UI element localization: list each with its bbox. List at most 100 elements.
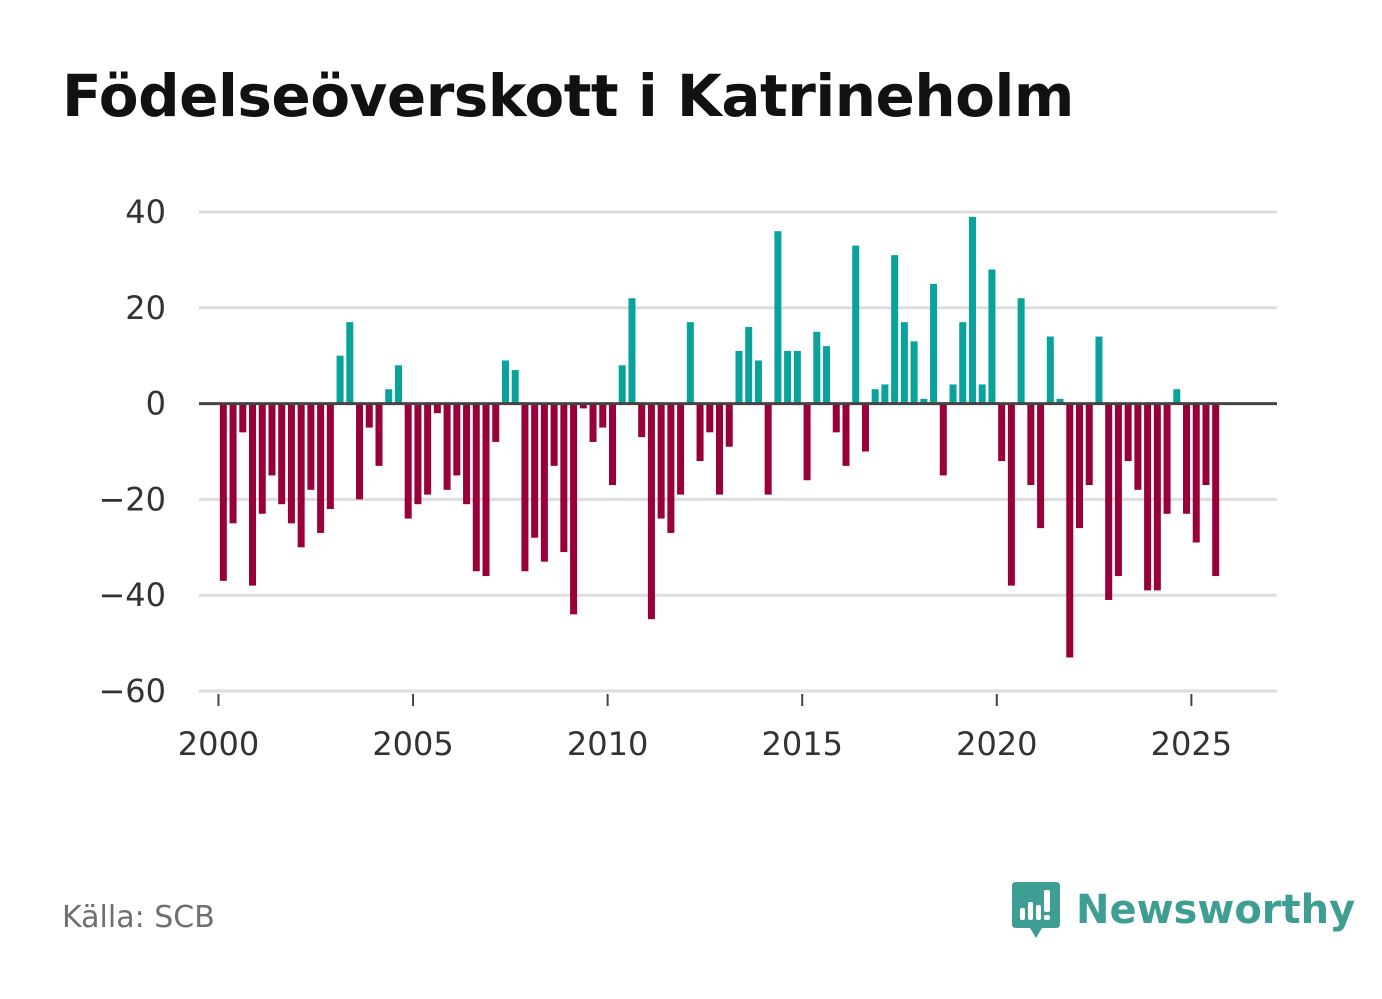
bar (375, 403, 383, 466)
bar (1153, 403, 1161, 591)
bar (803, 403, 811, 481)
bar (735, 350, 743, 404)
bar (628, 298, 636, 404)
bar (1037, 403, 1045, 529)
bar (813, 331, 821, 404)
bar (1085, 403, 1093, 486)
bar (667, 403, 675, 533)
x-tick-label: 2005 (372, 725, 453, 763)
bar (1212, 403, 1220, 577)
bar (1105, 403, 1113, 600)
bar (696, 403, 704, 462)
bar (472, 403, 480, 572)
bar (385, 389, 393, 404)
bar (287, 403, 295, 524)
bar (784, 350, 792, 404)
bar (1173, 389, 1181, 404)
bar (560, 403, 568, 553)
bar (1134, 403, 1142, 490)
bar (716, 403, 724, 495)
bar (1017, 298, 1025, 404)
bar (959, 322, 967, 404)
bar (1066, 403, 1074, 658)
y-tick-label: 20 (125, 289, 166, 327)
bar (842, 403, 850, 466)
bar (443, 403, 451, 490)
bar (239, 403, 247, 433)
bar (832, 403, 840, 433)
newsworthy-logo-icon (1012, 882, 1060, 938)
bar (706, 403, 714, 433)
bar (686, 322, 694, 404)
bar (1114, 403, 1122, 577)
brand-logo: Newsworthy (1010, 878, 1355, 942)
bar (278, 403, 286, 505)
bar (861, 403, 869, 452)
bar (1144, 403, 1152, 591)
bar (949, 384, 957, 404)
bar (998, 403, 1006, 462)
bar (249, 403, 257, 586)
bar (1192, 403, 1200, 543)
bar (258, 403, 266, 514)
bar (219, 403, 227, 581)
bar (618, 365, 626, 404)
bar (394, 365, 402, 404)
bar (404, 403, 412, 519)
bar (1056, 398, 1064, 404)
bar (823, 346, 831, 404)
bar (511, 370, 519, 404)
bar (657, 403, 665, 519)
bar (550, 403, 558, 466)
bar (1046, 336, 1054, 404)
x-tick-label: 2025 (1151, 725, 1232, 763)
bar (570, 403, 578, 615)
bar (414, 403, 422, 505)
bar (1163, 403, 1171, 514)
bars (219, 216, 1220, 658)
y-tick-label: −60 (98, 672, 166, 710)
source-note: Källa: SCB (62, 900, 215, 935)
y-tick-label: −40 (98, 576, 166, 614)
bar (307, 403, 315, 490)
bar (1183, 403, 1191, 514)
bar (754, 360, 762, 404)
bar (920, 398, 928, 404)
x-tick-label: 2010 (567, 725, 648, 763)
x-tick-label: 2015 (761, 725, 842, 763)
bar (453, 403, 461, 476)
chart-title: Födelseöverskott i Katrineholm (62, 62, 1074, 130)
bar (677, 403, 685, 495)
bar (638, 403, 646, 438)
bar (774, 231, 782, 404)
bar (988, 269, 996, 404)
bar (540, 403, 548, 562)
bar (910, 341, 918, 404)
bar (725, 403, 733, 447)
bar (968, 216, 976, 404)
bar (579, 403, 587, 409)
brand-name: Newsworthy (1076, 887, 1356, 933)
bar (365, 403, 373, 428)
bar (501, 360, 509, 404)
grid-lines (199, 210, 1277, 693)
bar (229, 403, 237, 524)
bar (852, 245, 860, 404)
bar (793, 350, 801, 404)
bar (521, 403, 529, 572)
bar (1027, 403, 1035, 486)
bar (317, 403, 325, 533)
bar (297, 403, 305, 548)
bar (424, 403, 432, 495)
bar (881, 384, 889, 404)
bar (1075, 403, 1083, 529)
bar (268, 403, 276, 476)
bar (589, 403, 597, 442)
bar (326, 403, 334, 509)
bar (1202, 403, 1210, 486)
bar (978, 384, 986, 404)
bar (531, 403, 539, 538)
bar (871, 389, 879, 404)
bar (1124, 403, 1132, 462)
